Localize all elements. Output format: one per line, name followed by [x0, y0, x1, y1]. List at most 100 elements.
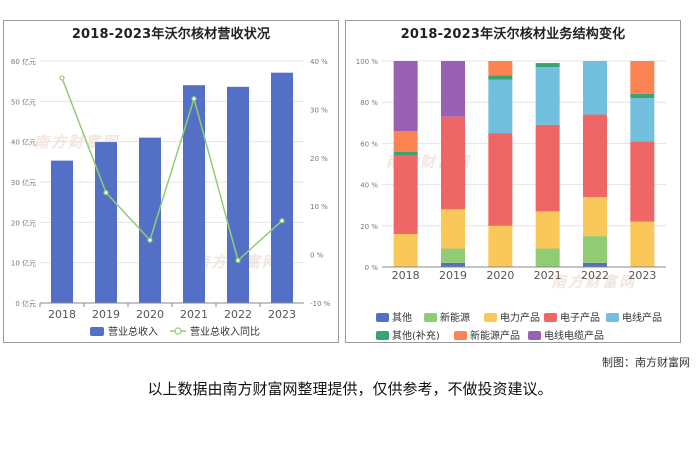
- legend-swatch-power-products: [484, 313, 497, 322]
- revenue-bar: [183, 85, 205, 303]
- legend-label-electronic-products: 电子产品: [560, 311, 600, 324]
- y-right-tick-label: -10 %: [310, 300, 331, 308]
- stacked-segment-wire-products: [630, 98, 655, 142]
- legend-swatch-other-supplement: [376, 331, 389, 340]
- stacked-segment-other-supplement: [393, 151, 418, 156]
- stacked-segment-power-products: [393, 234, 418, 267]
- chart-credit: 制图：南方财富网: [602, 356, 690, 369]
- y-left-tick-label: 60 亿元: [11, 57, 36, 66]
- stacked-segment-wire-cable-products: [393, 61, 418, 132]
- legend-label-growth: 营业总收入同比: [190, 325, 260, 338]
- growth-point: [279, 218, 285, 224]
- x-tick-label: 2023: [628, 269, 656, 282]
- revenue-bar: [271, 72, 293, 303]
- x-tick-label: 2022: [224, 308, 252, 321]
- x-tick-label: 2022: [581, 269, 609, 282]
- legend-swatch-electronic-products: [544, 313, 557, 322]
- y-tick-label: 0 %: [365, 264, 379, 272]
- y-left-tick-label: 20 亿元: [11, 218, 36, 227]
- revenue-bar: [51, 160, 73, 303]
- legend-swatch-new-energy: [424, 313, 437, 322]
- stacked-segment-new-energy: [441, 248, 465, 263]
- revenue-chart-svg: 0 亿元 10 亿元 20 亿元 30 亿元 40 亿元 50 亿元 60 亿元 -10 % 0…: [11, 57, 331, 338]
- y-tick-label: 40 %: [360, 182, 378, 190]
- legend-swatch-wire-cable-products: [528, 331, 541, 340]
- x-tick-label: 2021: [534, 269, 562, 282]
- stacked-segment-other-supplement: [488, 75, 513, 80]
- stacked-segment-power-products: [488, 225, 513, 267]
- stacked-segment-other: [583, 262, 607, 267]
- y-tick-label: 60 %: [360, 140, 378, 148]
- stacked-segment-electronic-products: [488, 133, 513, 226]
- stacked-segment-power-products: [441, 209, 465, 249]
- revenue-bar: [95, 142, 117, 303]
- y-left-tick-label: 30 亿元: [11, 178, 36, 187]
- y-right-tick-label: 40 %: [310, 58, 328, 66]
- legend-label-new-energy: 新能源: [440, 311, 470, 324]
- business-structure-title: 2018-2023年沃尔核材业务结构变化: [400, 27, 626, 42]
- stacked-segment-electronic-products: [393, 155, 418, 235]
- x-tick-label: 2019: [92, 308, 120, 321]
- stacked-segment-other-supplement: [535, 63, 560, 68]
- legend-label-new-energy-products: 新能源产品: [470, 329, 520, 342]
- x-tick-label: 2018: [392, 269, 420, 282]
- stacked-segment-new-energy-products: [630, 61, 655, 94]
- stacked-segment-power-products: [535, 211, 560, 249]
- x-tick-label: 2020: [136, 308, 164, 321]
- growth-point: [191, 96, 197, 102]
- stacked-segment-electronic-products: [583, 114, 607, 197]
- legend-label-wire-products: 电线产品: [622, 311, 662, 324]
- legend-label-power-products: 电力产品: [500, 311, 540, 324]
- stacked-segment-new-energy-products: [488, 61, 513, 76]
- stacked-segment-wire-cable-products: [441, 61, 465, 117]
- y-right-tick-label: 0 %: [310, 252, 324, 260]
- stacked-segment-other-supplement: [630, 93, 655, 99]
- stacked-segment-electronic-products: [630, 141, 655, 222]
- growth-series-line: [61, 77, 283, 262]
- stacked-segment-other: [441, 262, 465, 267]
- stacked-segment-wire-products: [583, 61, 607, 115]
- legend-label-revenue: 营业总收入: [108, 325, 158, 338]
- legend-swatch-revenue: [90, 327, 104, 336]
- stacked-segment-electronic-products: [535, 124, 560, 212]
- legend-swatch-new-energy-products: [454, 331, 467, 340]
- revenue-bar: [227, 86, 249, 304]
- y-tick-label: 80 %: [360, 99, 378, 107]
- legend-label-other-supplement: 其他(补充): [392, 329, 440, 342]
- stacked-segment-power-products: [583, 196, 607, 237]
- stacked-segment-wire-products: [488, 79, 513, 134]
- y-left-tick-label: 40 亿元: [11, 138, 36, 147]
- y-left-tick-label: 50 亿元: [11, 97, 36, 106]
- stacked-segment-wire-products: [535, 67, 560, 125]
- legend-swatch-wire-products: [606, 313, 619, 322]
- growth-point: [147, 237, 153, 243]
- growth-point: [59, 75, 65, 81]
- x-tick-label: 2023: [268, 308, 296, 321]
- business-structure-svg: 0 % 20 % 40 % 60 % 80 % 100 % 2018 2019 2020 2021…: [356, 58, 666, 342]
- legend-swatch-other: [376, 313, 389, 322]
- revenue-bar: [139, 137, 161, 303]
- growth-point: [103, 190, 109, 196]
- y-right-tick-label: 20 %: [310, 155, 328, 163]
- growth-point: [235, 257, 241, 264]
- y-right-tick-label: 30 %: [310, 106, 328, 114]
- stacked-segment-power-products: [630, 221, 655, 267]
- y-tick-label: 20 %: [360, 223, 378, 231]
- y-tick-label: 100 %: [356, 58, 379, 66]
- y-right-tick-label: 10 %: [310, 203, 328, 211]
- disclaimer-text: 以上数据由南方财富网整理提供，仅供参考，不做投资建议。: [147, 380, 553, 398]
- business-structure-panel: 2018-2023年沃尔核材业务结构变化 南方财富网 南方财富网 0 % 20 %…: [345, 20, 681, 343]
- x-tick-label: 2020: [486, 269, 514, 282]
- legend-label-wire-cable-products: 电线电缆产品: [544, 329, 604, 342]
- x-tick-label: 2018: [48, 308, 76, 321]
- stacked-segment-new-energy-products: [393, 131, 418, 152]
- legend-label-other: 其他: [392, 311, 412, 324]
- stacked-segment-new-energy: [583, 236, 607, 263]
- revenue-chart-title: 2018-2023年沃尔核材营收状况: [71, 27, 271, 42]
- x-tick-label: 2019: [439, 269, 467, 282]
- x-tick-label: 2021: [180, 308, 208, 321]
- y-left-tick-label: 0 亿元: [15, 299, 36, 308]
- stacked-segment-electronic-products: [441, 116, 465, 210]
- stacked-segment-new-energy: [535, 248, 560, 267]
